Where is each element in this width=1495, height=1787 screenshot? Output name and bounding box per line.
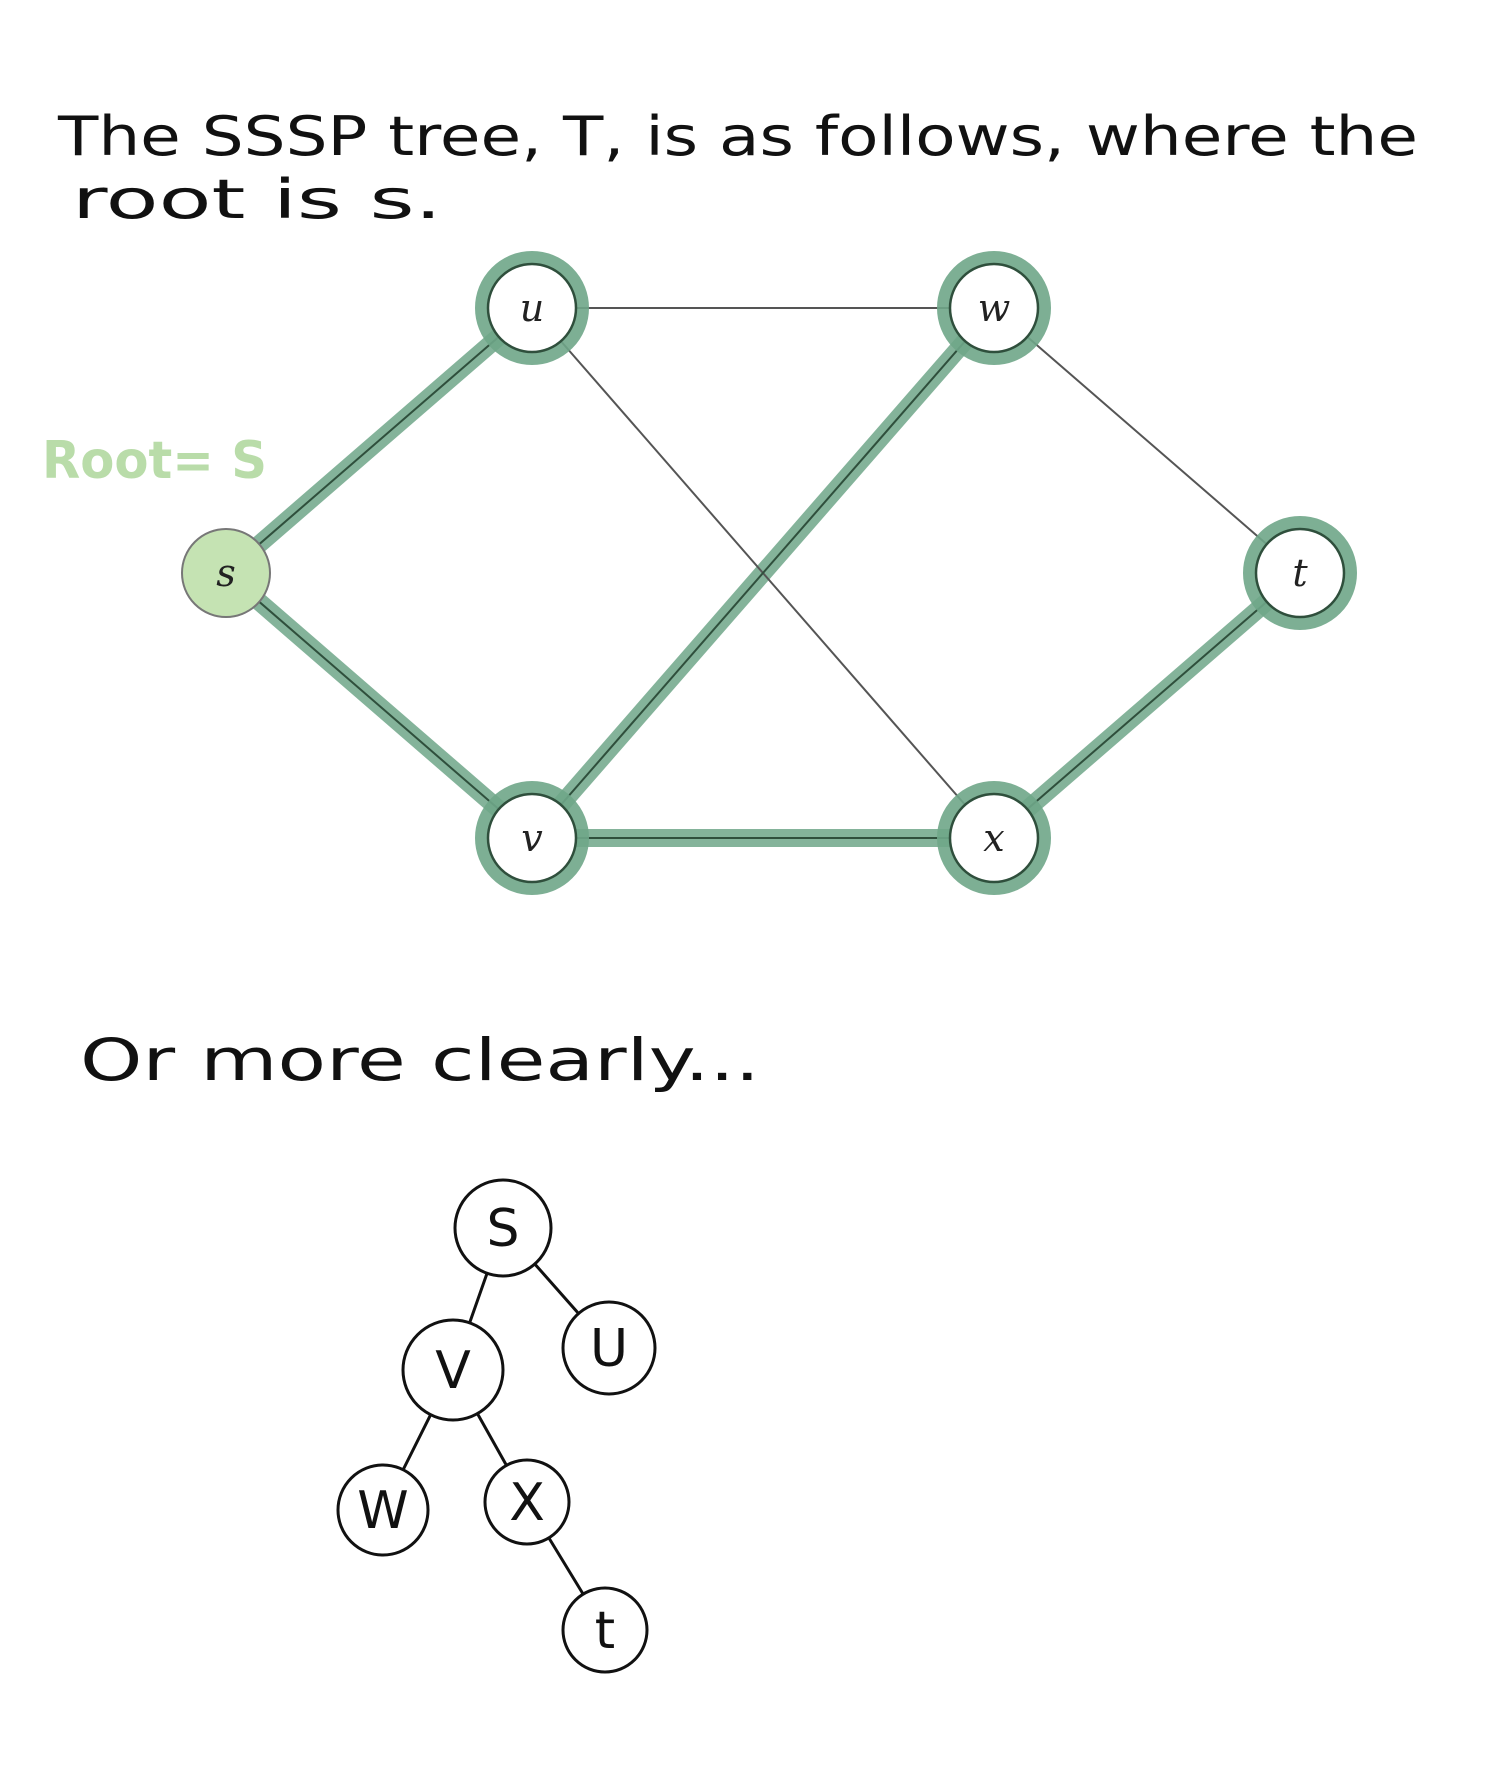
subtitle: Or more clearly... — [80, 1026, 760, 1094]
graph-node-v-circle — [486, 792, 578, 884]
graph-node-u-label: u — [520, 286, 544, 330]
tree-node-x-label: X — [509, 1473, 545, 1533]
graph-node-s-circle — [181, 528, 271, 618]
tree-node-x-circle — [483, 1458, 571, 1546]
graph-edge-s-v — [225, 572, 533, 839]
graph-node-t-label: t — [1292, 551, 1308, 595]
root-annotation: Root= S — [42, 431, 267, 491]
tree-node-s-circle — [453, 1178, 553, 1278]
graph-node-v-label: v — [521, 816, 543, 860]
tree-edge-X-T — [547, 1536, 585, 1596]
graph-node-s-label: s — [216, 551, 236, 595]
graph-node-t-circle — [1254, 527, 1346, 619]
tree-edges — [401, 1262, 585, 1596]
graph-node-t: t — [1243, 516, 1357, 630]
graph-edges — [225, 307, 1301, 839]
graph-node-u-highlight-ring — [475, 251, 589, 365]
graph-node-w-label: w — [978, 286, 1011, 330]
tree-node-w: W — [336, 1463, 430, 1557]
tree-node-u-circle — [561, 1300, 657, 1396]
graph-node-w-highlight-ring — [937, 251, 1051, 365]
tree-node-v-label: V — [435, 1341, 471, 1401]
tree-edge-V-X — [475, 1412, 508, 1467]
graph-node-v: v — [475, 781, 589, 895]
tree-edge-S-U — [533, 1262, 581, 1316]
graph-node-u: u — [475, 251, 589, 365]
tree-node-t-label: t — [595, 1601, 615, 1661]
tree-node-v-circle — [401, 1318, 505, 1422]
tree-node-x: X — [483, 1458, 571, 1546]
graph-edge-w-t — [993, 307, 1301, 574]
tree-node-t-circle — [561, 1586, 649, 1674]
graph-node-w-circle — [948, 262, 1040, 354]
intro-line-1: The SSSP tree, T, is as follows, where t… — [57, 105, 1418, 168]
tree-node-w-label: W — [357, 1481, 408, 1541]
graph-node-w: w — [937, 251, 1051, 365]
tree-node-s: S — [453, 1178, 553, 1278]
graph-node-v-highlight-ring — [475, 781, 589, 895]
graph-node-x: x — [937, 781, 1051, 895]
graph-node-x-circle — [948, 792, 1040, 884]
tree-node-u: U — [561, 1300, 657, 1396]
tree-node-s-label: S — [486, 1199, 519, 1259]
graph-node-u-circle — [486, 262, 578, 354]
tree-node-v: V — [401, 1318, 505, 1422]
tree-node-t: t — [561, 1586, 649, 1674]
tree-node-w-circle — [336, 1463, 430, 1557]
tree-edge-S-V — [468, 1271, 489, 1325]
tree-nodes: S V U W Xt — [336, 1178, 657, 1674]
graph-nodes: s u w t v x — [181, 251, 1357, 895]
graph-node-s: s — [181, 528, 271, 618]
graph-edge-x-t — [993, 572, 1301, 839]
intro-line-2: root is s. — [72, 168, 442, 231]
tree-edge-V-W — [401, 1413, 433, 1472]
graph-node-x-label: x — [983, 816, 1004, 860]
graph-edge-s-u — [225, 307, 533, 574]
graph-node-x-highlight-ring — [937, 781, 1051, 895]
graph-node-t-highlight-ring — [1243, 516, 1357, 630]
tree-node-u-label: U — [590, 1319, 628, 1379]
graph-edge-w-v — [531, 307, 995, 839]
